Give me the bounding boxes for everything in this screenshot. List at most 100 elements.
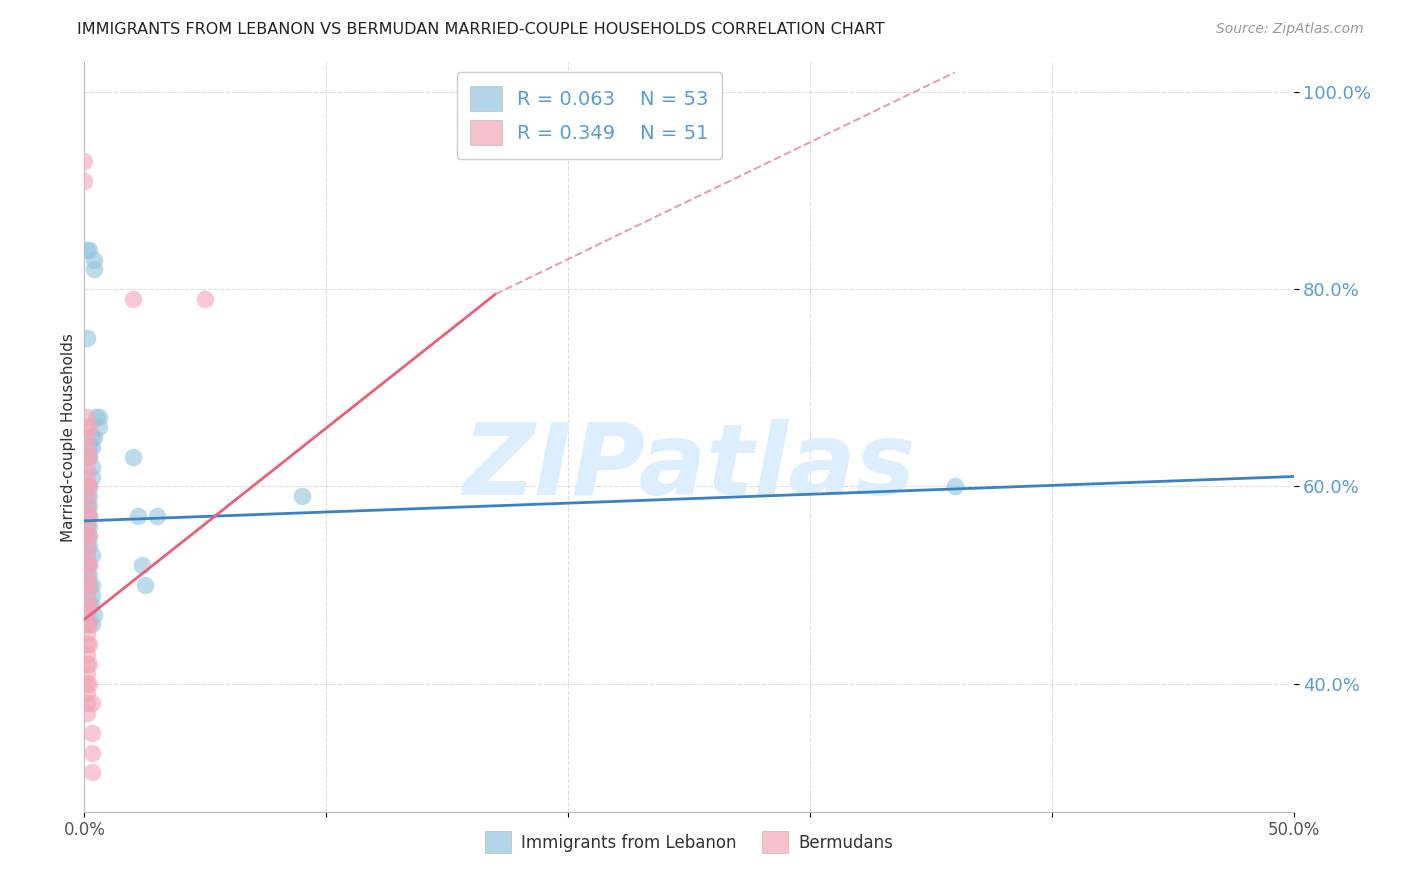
Point (76, 666, 98, 681)
Point (77, 529, 100, 543)
Point (80, 746, 103, 760)
Point (76, 430, 98, 444)
Text: Source: ZipAtlas.com: Source: ZipAtlas.com (1216, 22, 1364, 37)
Point (76, 676, 98, 690)
Point (77, 598, 100, 612)
Point (77, 598, 100, 612)
Point (76, 499, 98, 513)
Point (77, 539, 100, 553)
Text: IMMIGRANTS FROM LEBANON VS BERMUDAN MARRIED-COUPLE HOUSEHOLDS CORRELATION CHART: IMMIGRANTS FROM LEBANON VS BERMUDAN MARR… (77, 22, 886, 37)
Point (87, 410, 110, 425)
Point (77, 558, 100, 573)
Point (76, 607, 98, 622)
Point (76, 508, 98, 523)
Point (76, 607, 98, 622)
Point (80, 459, 103, 474)
Point (83, 430, 105, 444)
Point (76, 529, 98, 543)
Point (77, 489, 100, 503)
Point (76, 686, 98, 700)
Point (127, 508, 149, 523)
Point (76, 459, 98, 474)
Point (943, 479, 966, 493)
Point (76, 469, 98, 483)
Point (77, 637, 100, 651)
Point (77, 499, 100, 513)
Point (76, 479, 98, 493)
Point (80, 696, 103, 710)
Point (80, 578, 103, 592)
Point (73, 154, 96, 169)
Legend: Immigrants from Lebanon, Bermudans: Immigrants from Lebanon, Bermudans (478, 825, 900, 860)
Point (80, 598, 103, 612)
Point (146, 508, 169, 523)
Point (76, 410, 98, 425)
Point (194, 292, 217, 306)
Point (77, 578, 100, 592)
Point (80, 469, 103, 483)
Point (77, 568, 100, 582)
Point (121, 292, 143, 306)
Point (76, 598, 98, 612)
Point (76, 578, 98, 592)
Point (77, 420, 100, 434)
Point (77, 479, 100, 493)
Point (76, 508, 98, 523)
Point (83, 252, 105, 267)
Point (77, 243, 100, 257)
Point (76, 539, 98, 553)
Point (76, 518, 98, 533)
Point (76, 518, 98, 533)
Point (77, 518, 100, 533)
Point (121, 450, 143, 464)
Point (76, 657, 98, 671)
Point (87, 420, 110, 434)
Point (77, 440, 100, 454)
Point (83, 262, 105, 277)
Point (76, 588, 98, 602)
Point (76, 568, 98, 582)
Point (76, 539, 98, 553)
Point (134, 578, 156, 592)
Point (77, 479, 100, 493)
Y-axis label: Married-couple Households: Married-couple Households (60, 333, 76, 541)
Point (76, 617, 98, 632)
Point (76, 243, 98, 257)
Point (77, 617, 100, 632)
Point (76, 529, 98, 543)
Point (77, 558, 100, 573)
Point (77, 578, 100, 592)
Point (80, 765, 103, 780)
Point (80, 588, 103, 602)
Point (76, 706, 98, 720)
Point (77, 617, 100, 632)
Point (77, 450, 100, 464)
Point (83, 607, 105, 622)
Point (76, 637, 98, 651)
Point (80, 726, 103, 740)
Point (77, 450, 100, 464)
Point (76, 549, 98, 563)
Point (131, 558, 153, 573)
Point (76, 489, 98, 503)
Point (76, 696, 98, 710)
Point (77, 657, 100, 671)
Point (76, 331, 98, 345)
Point (80, 549, 103, 563)
Point (291, 489, 314, 503)
Point (77, 508, 100, 523)
Point (76, 489, 98, 503)
Point (77, 508, 100, 523)
Point (76, 499, 98, 513)
Point (76, 420, 98, 434)
Point (76, 647, 98, 661)
Point (76, 450, 98, 464)
Point (77, 529, 100, 543)
Text: ZIPatlas: ZIPatlas (463, 418, 915, 516)
Point (77, 676, 100, 690)
Point (76, 440, 98, 454)
Point (86, 410, 108, 425)
Point (73, 174, 96, 188)
Point (76, 588, 98, 602)
Point (76, 450, 98, 464)
